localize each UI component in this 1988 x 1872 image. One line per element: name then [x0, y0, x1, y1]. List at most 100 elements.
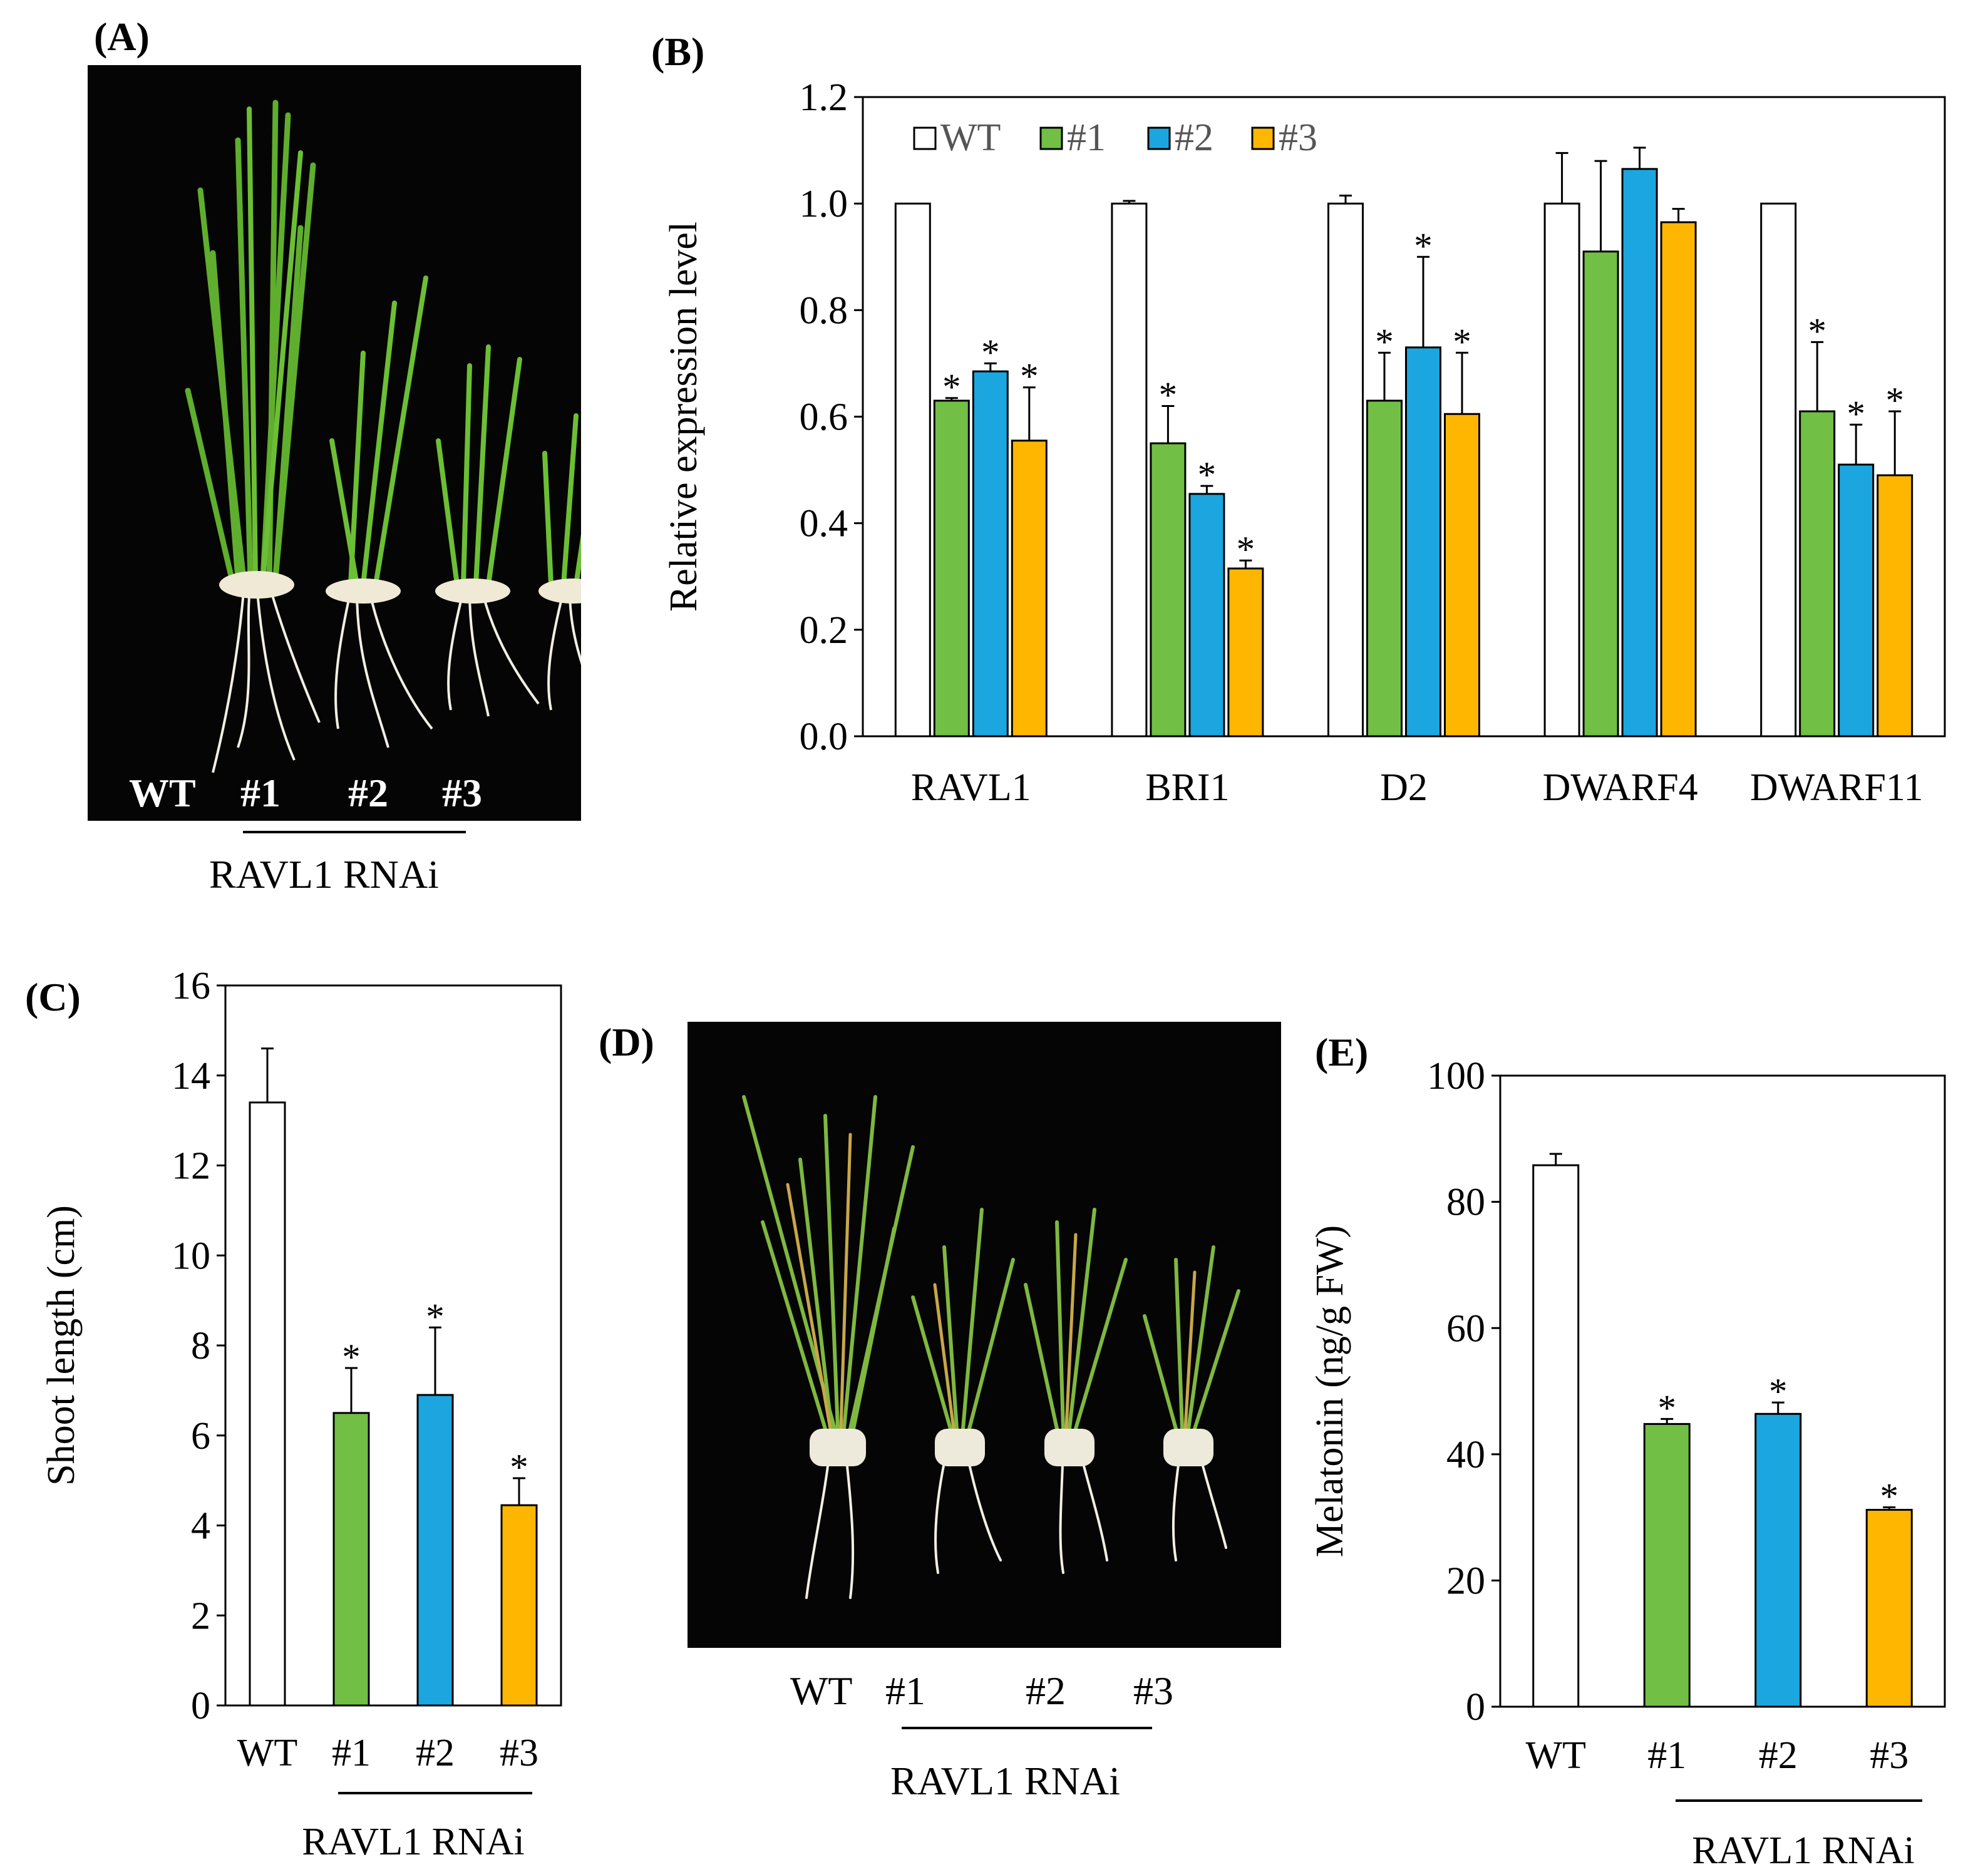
bar: [500, 1504, 538, 1707]
x-tick-label-d2: D2: [1380, 766, 1428, 809]
panel-a-label: (A): [94, 14, 150, 59]
bar: [1366, 399, 1403, 738]
y-tick-label: 8: [191, 1325, 210, 1367]
x-tick-label-line-3: #3: [500, 1732, 538, 1774]
bar: [416, 1394, 454, 1707]
x-tick-label-bri1: BRI1: [1145, 766, 1229, 809]
legend-swatch-line-1: [1039, 126, 1063, 150]
y-axis-label: Melatonin (ng/g FW): [1309, 1225, 1351, 1557]
x-tick-label-dwarf4: DWARF4: [1543, 766, 1698, 809]
y-tick-label: 60: [1446, 1307, 1485, 1350]
y-axis-label: Relative expression level: [662, 222, 705, 612]
panel-c-label: (C): [25, 975, 81, 1019]
significance-marker: *: [510, 1447, 528, 1488]
bar: [894, 202, 931, 738]
significance-marker: *: [426, 1296, 444, 1337]
y-tick-label: 4: [191, 1505, 210, 1548]
bar: [249, 1101, 286, 1707]
x-tick-label-dwarf11: DWARF11: [1750, 766, 1924, 809]
y-tick-label: 6: [191, 1415, 210, 1458]
legend-label-line-1: #1: [1067, 116, 1106, 159]
bar: [1011, 440, 1048, 738]
y-tick-label: 80: [1446, 1181, 1485, 1224]
legend-label-line-2: #2: [1175, 116, 1213, 159]
significance-marker: *: [1658, 1387, 1676, 1428]
y-tick-label: 16: [172, 965, 210, 1007]
y-tick-label: 2: [191, 1595, 210, 1637]
x-tick-label-line-2: #2: [1759, 1734, 1798, 1777]
bar: [1405, 346, 1441, 738]
y-tick-label: 0.0: [800, 716, 848, 758]
significance-marker: *: [1846, 393, 1865, 434]
panel-a-line-1: #1: [240, 771, 281, 815]
panel-a-line-3: #3: [442, 771, 482, 815]
panel-d-bracket: [902, 1727, 1152, 1729]
significance-marker: *: [981, 332, 999, 373]
rice-plants-illustration: [742, 1095, 1240, 1599]
bar: [1865, 1509, 1913, 1708]
x-tick-label-line-2: #2: [416, 1732, 455, 1774]
rice-seedlings-photo: [88, 65, 689, 821]
rice-plants-photo: [688, 1022, 1281, 1648]
bar: [1227, 567, 1264, 738]
bar: [1582, 250, 1619, 738]
bar: [1877, 474, 1913, 738]
panel-d-label: (D): [599, 1020, 654, 1064]
group-label: RAVL1 RNAi: [1692, 1829, 1914, 1872]
legend-swatch-line-2: [1147, 126, 1171, 150]
significance-marker: *: [1020, 356, 1038, 397]
bar: [1150, 442, 1187, 738]
y-tick-label: 100: [1427, 1055, 1485, 1098]
y-tick-label: 0.8: [800, 289, 848, 332]
significance-marker: *: [1375, 321, 1393, 362]
bar: [1543, 202, 1580, 738]
panel-d-group-label: RAVL1 RNAi: [890, 1759, 1120, 1803]
y-tick-label: 20: [1446, 1560, 1485, 1602]
y-tick-label: 1.0: [800, 183, 848, 225]
x-tick-label-line-3: #3: [1870, 1734, 1908, 1777]
legend-swatch-line-3: [1251, 126, 1275, 150]
bar: [1660, 221, 1697, 738]
bar: [1327, 202, 1364, 738]
y-tick-label: 12: [172, 1145, 210, 1188]
significance-marker: *: [1159, 374, 1177, 415]
y-tick-label: 40: [1446, 1434, 1485, 1476]
significance-marker: *: [1769, 1371, 1787, 1412]
bar: [1621, 168, 1658, 738]
melatonin-chart: 0 20 40 60 80 100 Melatonin (ng/g FW) WT * #1 * #2 *…: [1309, 1055, 1946, 1872]
panel-b-label: (B): [651, 29, 705, 74]
panel-d-line-1: #1: [885, 1669, 925, 1713]
significance-marker: *: [1414, 225, 1432, 266]
y-tick-label: 0: [1466, 1686, 1485, 1729]
panel-e-label: (E): [1315, 1030, 1369, 1074]
significance-marker: *: [1808, 311, 1826, 351]
legend-label-line-3: #3: [1279, 116, 1317, 159]
bar: [1754, 1412, 1802, 1708]
significance-marker: *: [942, 367, 961, 408]
panel-d-line-3: #3: [1133, 1669, 1173, 1713]
bar: [1111, 202, 1148, 738]
significance-marker: *: [342, 1337, 360, 1377]
y-axis-label: Shoot length (cm): [40, 1205, 83, 1486]
y-tick-label: 0: [191, 1685, 210, 1727]
y-tick-label: 0.2: [800, 609, 848, 652]
bar: [1444, 413, 1480, 738]
panel-a-bracket: [243, 831, 466, 833]
plot-frame: [1499, 1074, 1946, 1708]
significance-marker: *: [1880, 1476, 1898, 1516]
y-tick-label: 0.4: [800, 503, 848, 545]
panel-a-group-label: RAVL1 RNAi: [209, 852, 439, 897]
bar: [332, 1412, 370, 1707]
legend-label-wt: WT: [940, 116, 1001, 159]
significance-marker: *: [1453, 321, 1471, 362]
x-tick-label-wt: WT: [1526, 1734, 1586, 1777]
bar: [1838, 463, 1875, 738]
expression-chart: 0.0 0.2 0.4 0.6 0.8 1.0 1.2 Relative expression…: [662, 76, 1946, 809]
significance-marker: *: [1237, 529, 1255, 570]
x-tick-label-ravl1: RAVL1: [911, 766, 1031, 809]
bar: [1643, 1422, 1691, 1708]
bar: [1799, 410, 1836, 738]
y-tick-label: 10: [172, 1235, 210, 1277]
y-tick-label: 14: [172, 1055, 210, 1098]
panel-d-line-wt: WT: [790, 1669, 853, 1713]
